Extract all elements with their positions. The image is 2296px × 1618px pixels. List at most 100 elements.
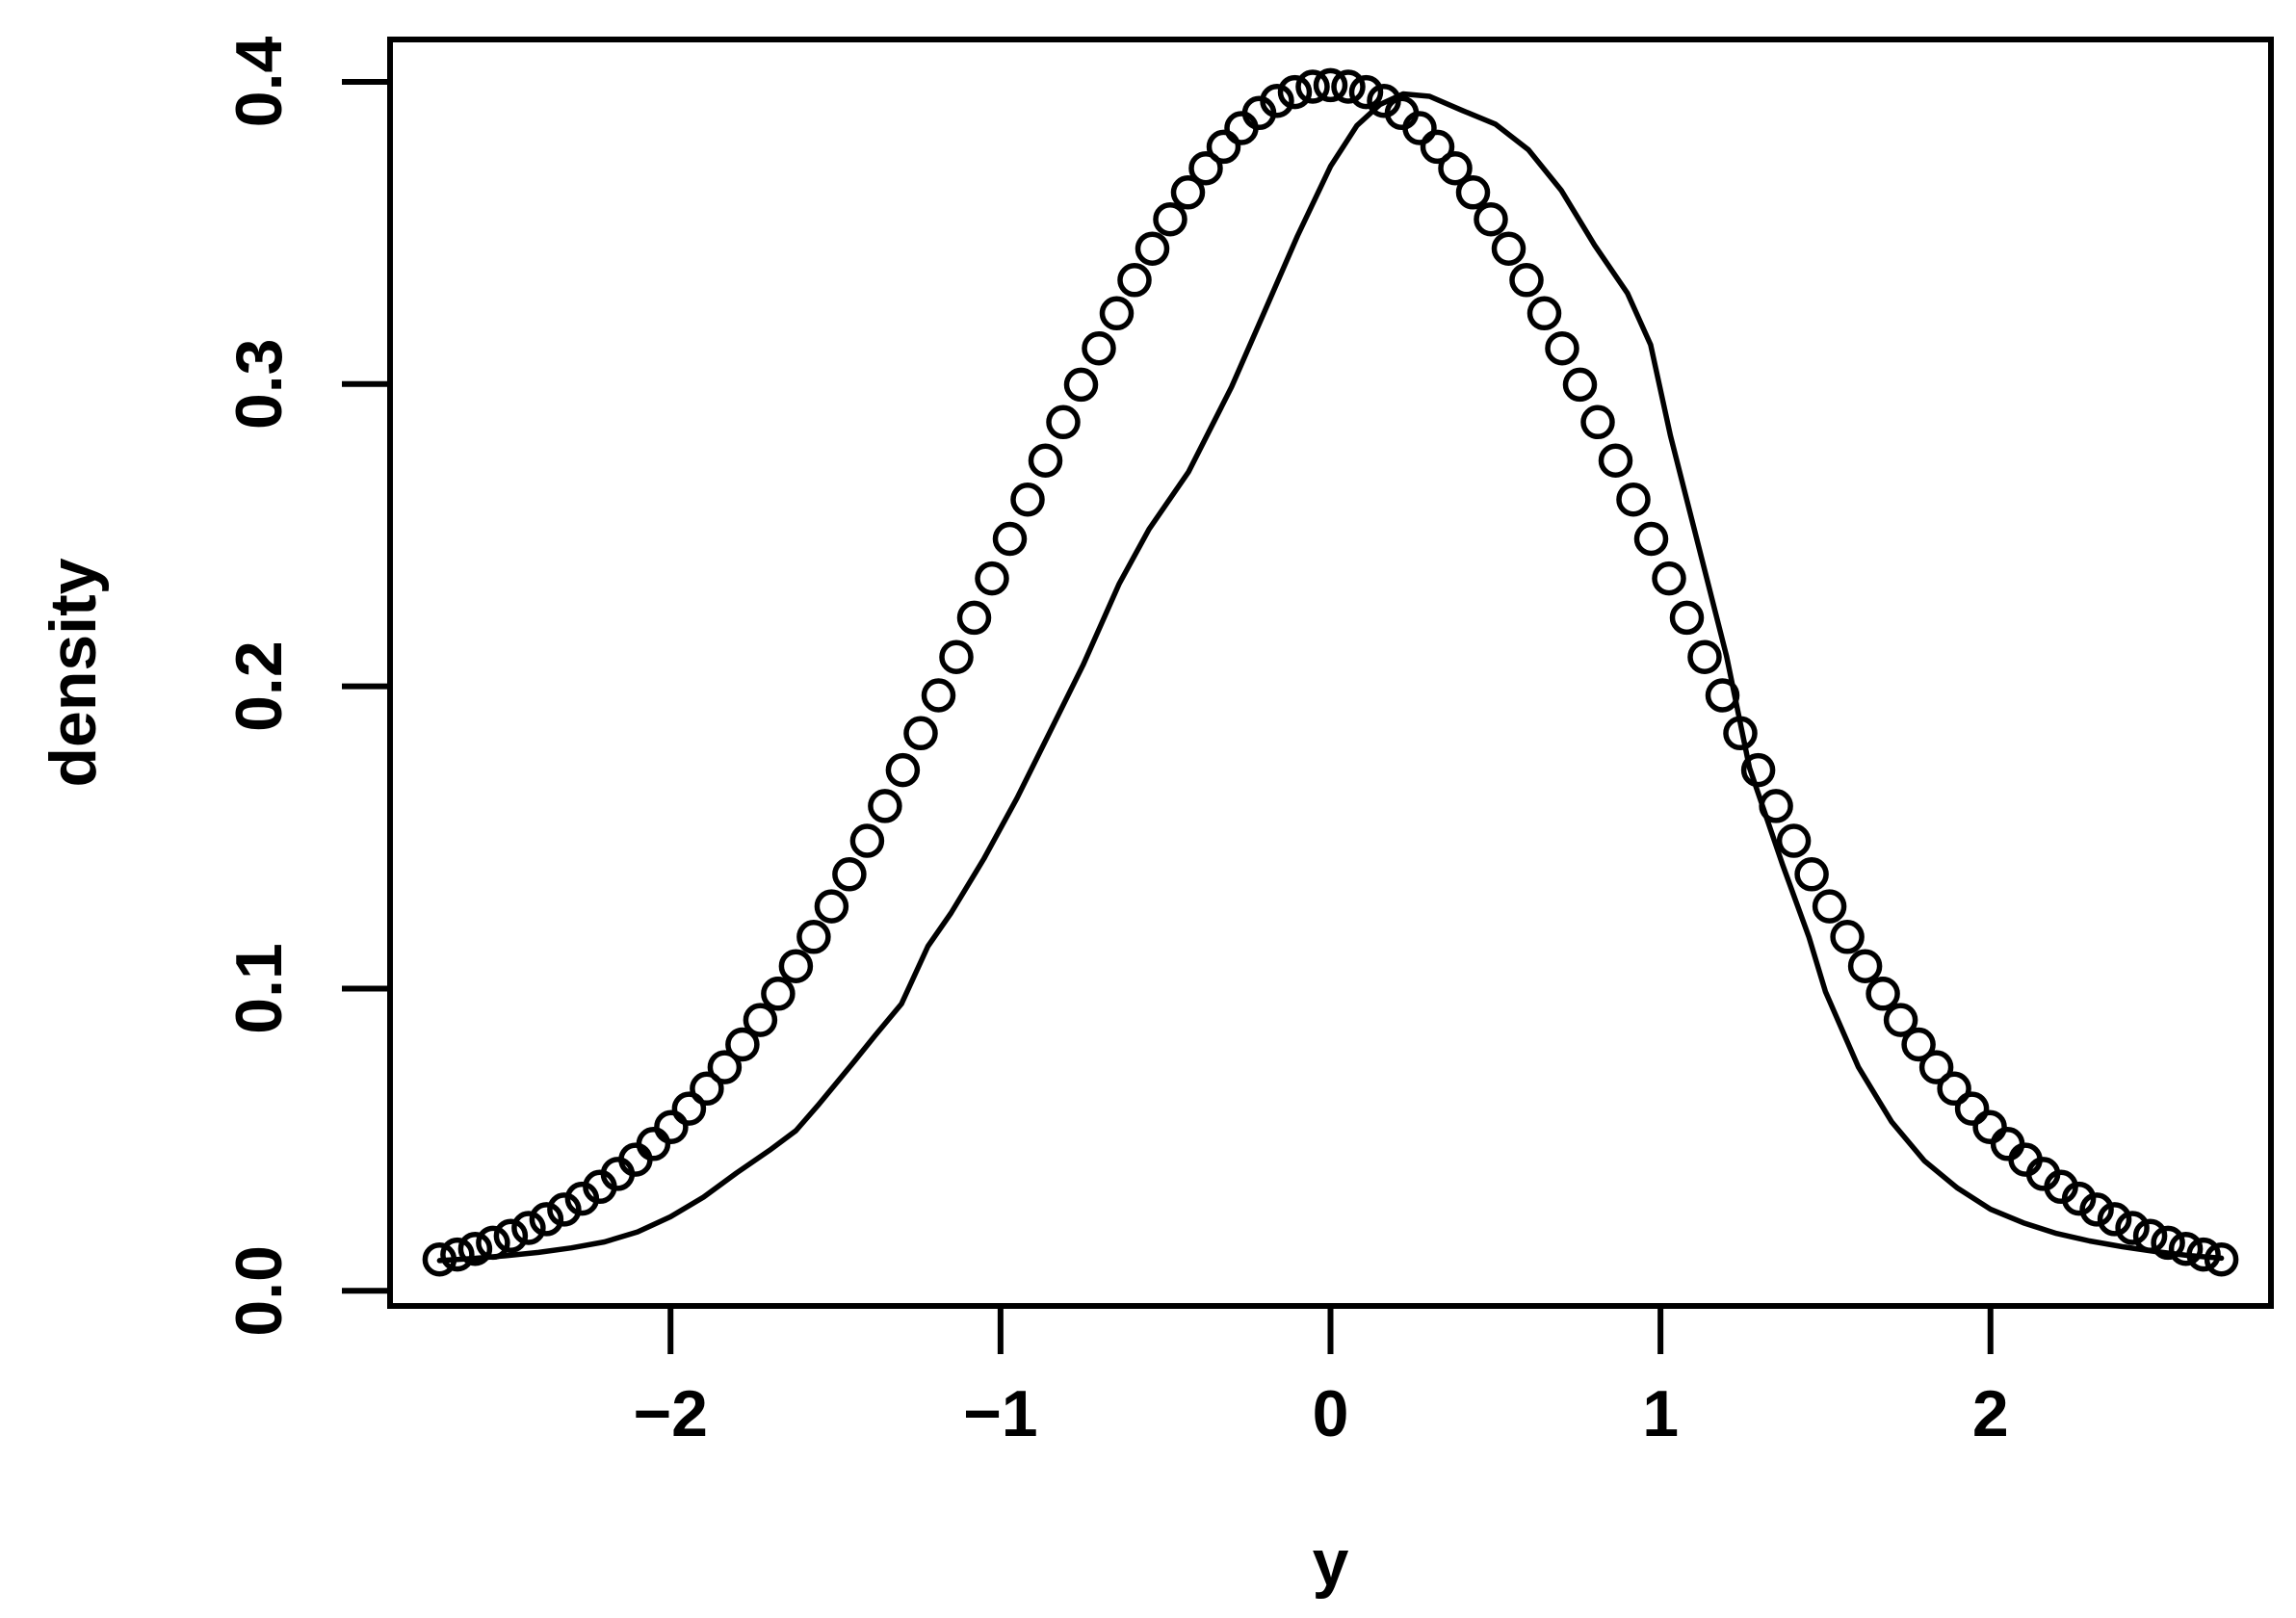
y-tick-label: 0.0 [222,1245,296,1337]
y-axis-title: density [37,558,110,787]
normal-density-point [1082,330,1116,366]
x-axis: −2 −1 0 1 2 [633,1306,2009,1450]
normal-density-point [1348,74,1384,110]
normal-density-point [1135,231,1170,266]
x-axis-title: y [1313,1527,1349,1600]
normal-density-point [1812,889,1847,924]
normal-density-point [1313,67,1348,103]
normal-density-point [2168,1231,2204,1266]
normal-density-point [1526,296,1562,331]
normal-density-point [1580,404,1615,440]
normal-density-point [636,1127,671,1161]
normal-density-point [547,1192,582,1227]
normal-density-point [796,920,831,954]
normal-density-point [1188,150,1223,186]
normal-density-point [1117,263,1152,298]
normal-density-point [1402,111,1437,145]
x-tick-label: 2 [1972,1377,2009,1450]
y-tick-label: 0.2 [222,640,296,732]
normal-density-point [743,1003,778,1037]
normal-density-point [1740,752,1776,788]
normal-density-point [1474,201,1508,237]
normal-density-point [1847,949,1883,983]
normal-density-point [2186,1237,2221,1272]
normal-density-point [725,1027,760,1062]
normal-density-point [690,1071,724,1107]
normal-density-point [1883,1003,1918,1037]
normal-density-point [1866,977,1900,1011]
normal-density-point [849,823,885,858]
normal-density-point [1937,1071,1971,1107]
y-tick-label: 0.1 [222,943,296,1034]
normal-density-point [1099,296,1135,331]
x-tick-label: 1 [1642,1377,1679,1450]
normal-density-point [868,789,902,823]
normal-density-point [1901,1027,1936,1062]
normal-density-point [1010,482,1045,517]
normal-density-point [1794,857,1829,892]
normal-density-point [1918,1050,1954,1084]
x-tick-label: 0 [1313,1377,1349,1450]
normal-density-point [1491,231,1526,266]
x-tick-label: −1 [963,1377,1038,1450]
normal-density-point [778,949,814,983]
normal-density-point [1562,367,1598,403]
normal-density-point [1028,443,1063,478]
normal-density-point [832,857,867,892]
normal-density-point [921,678,956,713]
normal-density-point [885,752,921,788]
normal-density-point [1545,330,1579,366]
normal-density-point [903,716,938,751]
normal-density-point [654,1109,689,1144]
normal-density-point [1972,1109,2007,1144]
normal-density-point [1598,443,1633,478]
normal-density-point [476,1225,510,1261]
normal-density-point [2115,1211,2150,1245]
normal-density-point [2061,1181,2097,1216]
normal-density-point [2097,1202,2132,1237]
normal-density-point [992,521,1028,557]
normal-density-point [2079,1192,2114,1227]
axis-titles: y density [37,558,1349,1600]
normal-density-point [493,1218,529,1253]
normal-density-point [1723,716,1758,751]
normal-density-point [422,1241,457,1277]
normal-density-point [939,639,974,674]
y-axis: 0.0 0.1 0.2 0.3 0.4 [222,36,390,1337]
normal-density-point [1705,678,1740,713]
normal-density-point [529,1202,564,1237]
normal-density-point [2151,1225,2185,1261]
y-tick-label: 0.3 [222,339,296,431]
x-tick-label: −2 [633,1377,708,1450]
normal-density-point [1420,129,1455,165]
normal-density-point [671,1091,707,1126]
normal-density-point [2132,1218,2168,1253]
density-estimate-line [436,91,2225,1264]
normal-density-point [1776,823,1812,858]
normal-density-point [1063,367,1099,403]
density-estimate-path [436,91,2225,1264]
normal-density-point [956,600,992,636]
normal-density-point [1759,789,1793,823]
normal-density-point [1509,263,1544,298]
normal-density-point [1331,69,1366,104]
normal-density-point [1170,175,1206,210]
normal-density-point [2204,1241,2239,1277]
normal-density-point [1046,404,1081,440]
normal-density-point [1652,561,1686,596]
normal-density-point [1438,150,1473,186]
normal-density-point [1687,639,1722,674]
normal-density-point [707,1050,743,1084]
normal-density-point [1830,920,1865,954]
normal-density-point [814,889,849,924]
normal-density-point [1260,83,1294,118]
normal-density-point [1277,74,1313,110]
normal-density-circles [422,67,2239,1277]
normal-density-point [1633,521,1669,557]
normal-density-point [761,977,796,1011]
normal-density-point [457,1231,493,1266]
normal-density-point [440,1237,475,1272]
